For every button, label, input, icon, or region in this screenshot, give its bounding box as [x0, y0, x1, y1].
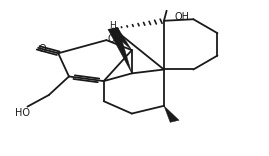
Text: OH: OH: [174, 12, 189, 22]
Text: H: H: [109, 21, 116, 30]
Polygon shape: [109, 27, 132, 50]
Text: HO: HO: [15, 108, 30, 118]
Text: O: O: [108, 34, 116, 44]
Polygon shape: [108, 28, 132, 73]
Text: O: O: [38, 44, 46, 54]
Polygon shape: [164, 106, 179, 122]
